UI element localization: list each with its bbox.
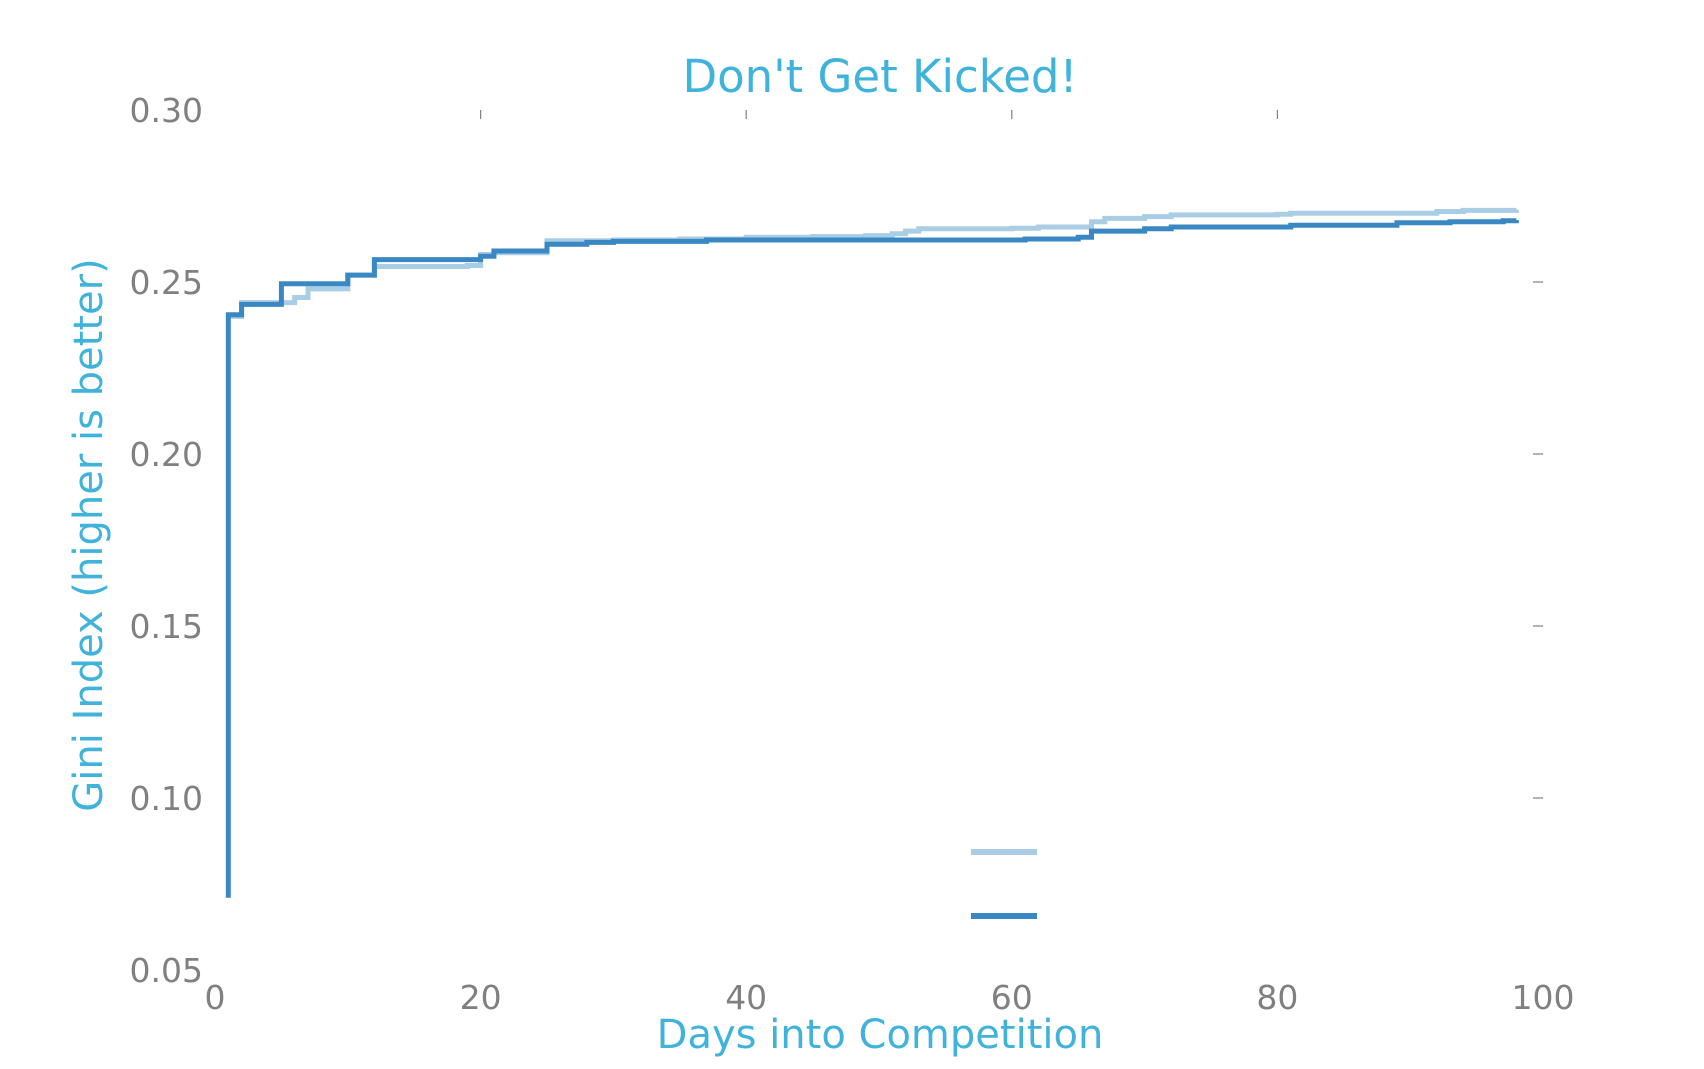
y-tick-label: 0.20 [130,435,203,474]
chart-title: Don't Get Kicked! [682,50,1077,103]
series-line-2 [225,218,1519,898]
y-tick-label: 0.10 [130,779,203,818]
x-axis-title: Days into Competition [657,1012,1104,1058]
y-axis-ticks: 0.05 0.10 0.15 0.20 0.25 0.30 [130,91,1543,990]
x-tick-label: 40 [725,978,767,1017]
y-tick-label: 0.15 [130,607,203,646]
y-tick-label: 0.05 [130,951,203,990]
x-tick-label: 60 [991,978,1033,1017]
x-tick-label: 20 [460,978,502,1017]
series-layer [225,207,1519,898]
y-tick-label: 0.30 [130,91,203,130]
x-tick-label: 80 [1256,978,1298,1017]
y-tick-label: 0.25 [130,263,203,302]
legend [971,849,1037,919]
x-tick-label: 0 [205,978,226,1017]
x-tick-label: 100 [1512,978,1575,1017]
y-axis-title: Gini Index (higher is better) [66,258,112,811]
x-axis-ticks: 0 20 40 60 80 100 [205,110,1575,1017]
